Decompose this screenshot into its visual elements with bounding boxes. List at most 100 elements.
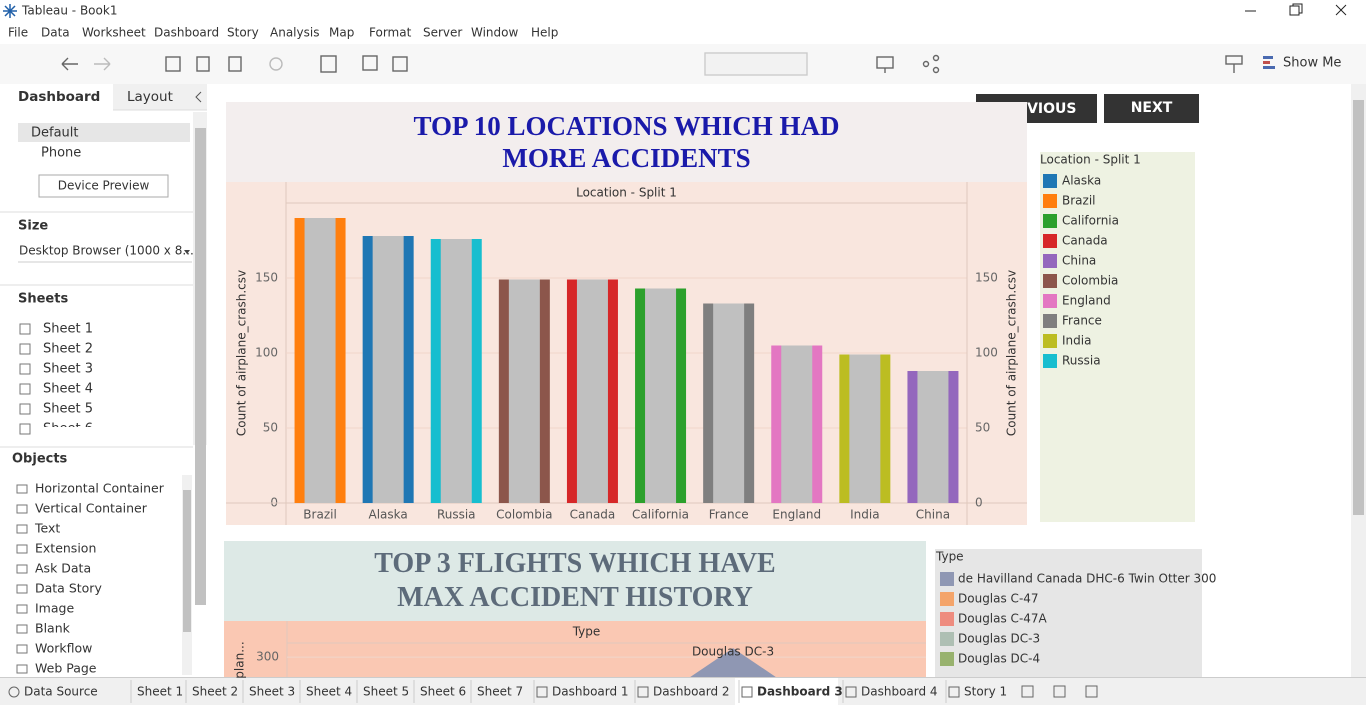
- object-item[interactable]: Ask Data: [35, 561, 91, 576]
- sheet-tab[interactable]: Dashboard 2: [653, 685, 730, 699]
- menu-item[interactable]: Story: [227, 26, 259, 40]
- device-option[interactable]: Phone: [41, 146, 81, 161]
- overlay-bar[interactable]: [304, 218, 336, 503]
- overlay-bar[interactable]: [849, 354, 881, 504]
- menu-item[interactable]: Server: [423, 26, 462, 40]
- legend-label[interactable]: Canada: [1062, 234, 1108, 248]
- sheet-item[interactable]: Sheet 5: [43, 402, 93, 417]
- menu-item[interactable]: Data: [41, 26, 70, 40]
- legend-swatch[interactable]: [1043, 274, 1057, 288]
- menu-item[interactable]: Map: [329, 26, 354, 40]
- sheet-tab[interactable]: Dashboard 1: [552, 685, 629, 699]
- scrollbar-thumb[interactable]: [1353, 100, 1364, 515]
- overlay-bar[interactable]: [645, 288, 677, 504]
- size-value[interactable]: Desktop Browser (1000 x 8...: [19, 244, 194, 258]
- menu-item[interactable]: File: [8, 26, 28, 40]
- object-item[interactable]: Workflow: [35, 641, 92, 656]
- panel-tab[interactable]: Layout: [127, 89, 173, 105]
- object-item[interactable]: Image: [35, 601, 74, 616]
- legend-label[interactable]: California: [1062, 214, 1119, 228]
- sheet-tab[interactable]: Sheet 5: [363, 685, 409, 699]
- legend-swatch[interactable]: [1043, 214, 1057, 228]
- legend-label[interactable]: Douglas DC-4: [958, 652, 1040, 666]
- object-item[interactable]: Horizontal Container: [35, 481, 165, 496]
- sheet-item[interactable]: Sheet 3: [43, 362, 93, 377]
- sheet-tab[interactable]: Sheet 7: [477, 685, 523, 699]
- overlay-bar[interactable]: [372, 236, 404, 503]
- data-source-tab[interactable]: Data Source: [24, 685, 98, 699]
- x-tick-label: France: [709, 508, 749, 522]
- sheet-tab[interactable]: Dashboard 4: [861, 685, 938, 699]
- sheet-tab[interactable]: Sheet 6: [420, 685, 466, 699]
- legend-label[interactable]: Douglas C-47: [958, 592, 1039, 606]
- sheet-tab[interactable]: Sheet 3: [249, 685, 295, 699]
- legend-label[interactable]: China: [1062, 254, 1096, 268]
- legend-label[interactable]: Colombia: [1062, 274, 1118, 288]
- sheet-tab[interactable]: Dashboard 3: [757, 685, 843, 699]
- scrollbar-thumb[interactable]: [183, 490, 191, 632]
- legend-swatch[interactable]: [940, 572, 954, 586]
- area[interactable]: [690, 648, 776, 677]
- legend-swatch[interactable]: [1043, 254, 1057, 268]
- legend-swatch[interactable]: [1043, 354, 1057, 368]
- legend-label[interactable]: India: [1062, 334, 1091, 348]
- overlay-bar[interactable]: [713, 303, 745, 504]
- legend-swatch[interactable]: [1043, 194, 1057, 208]
- dropdown-arrow[interactable]: [184, 250, 190, 254]
- overlay-bar[interactable]: [508, 279, 540, 504]
- legend-label[interactable]: Russia: [1062, 354, 1101, 368]
- objects-title: Objects: [12, 452, 68, 467]
- overlay-bar[interactable]: [781, 345, 813, 504]
- menu-item[interactable]: Window: [471, 26, 519, 40]
- overlay-bar[interactable]: [440, 239, 472, 503]
- window-controls[interactable]: [1245, 3, 1347, 16]
- object-item[interactable]: Extension: [35, 541, 96, 556]
- legend-swatch[interactable]: [940, 592, 954, 606]
- legend-label[interactable]: England: [1062, 294, 1111, 308]
- legend-label[interactable]: Alaska: [1062, 174, 1101, 188]
- scrollbar-thumb[interactable]: [195, 128, 206, 605]
- device-option[interactable]: Default: [31, 126, 79, 141]
- legend-label[interactable]: Douglas DC-3: [958, 632, 1040, 646]
- legend-swatch[interactable]: [1043, 334, 1057, 348]
- menu-item[interactable]: Help: [531, 26, 558, 40]
- sheet-tab[interactable]: Story 1: [964, 685, 1007, 699]
- sheet-tab[interactable]: Sheet 2: [192, 685, 238, 699]
- sheet-item[interactable]: Sheet 1: [43, 322, 93, 337]
- legend-label[interactable]: de Havilland Canada DHC-6 Twin Otter 300: [958, 572, 1216, 586]
- overlay-bar[interactable]: [917, 371, 949, 503]
- device-preview-button[interactable]: [38, 174, 169, 198]
- sheet-tab[interactable]: Sheet 1: [137, 685, 183, 699]
- legend-swatch[interactable]: [940, 652, 954, 666]
- sheet-item[interactable]: Sheet 4: [43, 382, 93, 397]
- menu-item[interactable]: Worksheet: [82, 26, 146, 40]
- object-item[interactable]: Vertical Container: [35, 501, 148, 516]
- sheet-tab[interactable]: Sheet 4: [306, 685, 352, 699]
- object-item[interactable]: Data Story: [35, 581, 102, 596]
- object-item[interactable]: Blank: [35, 621, 71, 636]
- legend-swatch[interactable]: [1043, 234, 1057, 248]
- object-item[interactable]: Text: [34, 521, 60, 536]
- legend-swatch[interactable]: [940, 612, 954, 626]
- chart-title: TOP 10 LOCATIONS WHICH HAD MORE ACCIDENT…: [413, 110, 840, 173]
- show-me-button[interactable]: Show Me: [1283, 56, 1341, 71]
- menu-item[interactable]: Dashboard: [154, 26, 219, 40]
- toolbar-icons[interactable]: [61, 52, 1275, 76]
- panel-tab[interactable]: Dashboard: [18, 89, 100, 105]
- next-button[interactable]: [1104, 94, 1199, 123]
- menu-item[interactable]: Analysis: [270, 26, 319, 40]
- legend-swatch[interactable]: [1043, 294, 1057, 308]
- new-sheet-buttons[interactable]: [1021, 685, 1098, 698]
- sheet-item[interactable]: Sheet 6: [43, 422, 93, 437]
- legend-swatch[interactable]: [940, 632, 954, 646]
- collapse-icon[interactable]: [195, 91, 202, 103]
- legend-swatch[interactable]: [1043, 314, 1057, 328]
- object-item[interactable]: Web Page: [35, 661, 97, 676]
- legend-label[interactable]: Brazil: [1062, 194, 1096, 208]
- overlay-bar[interactable]: [576, 279, 608, 504]
- legend-swatch[interactable]: [1043, 174, 1057, 188]
- menu-item[interactable]: Format: [369, 26, 412, 40]
- sheet-item[interactable]: Sheet 2: [43, 342, 93, 357]
- legend-label[interactable]: Douglas C-47A: [958, 612, 1048, 626]
- legend-label[interactable]: France: [1062, 314, 1102, 328]
